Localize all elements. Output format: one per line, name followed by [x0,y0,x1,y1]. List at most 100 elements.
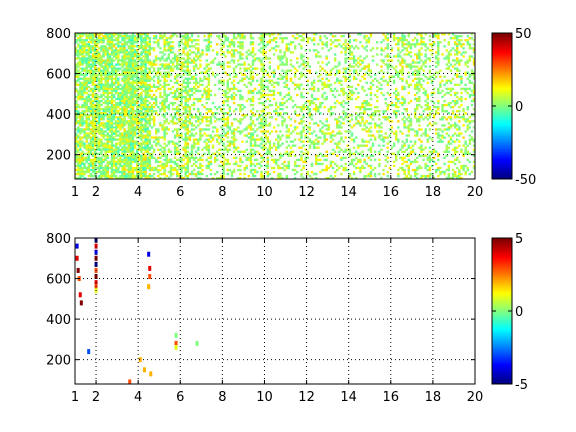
heatmap-cell [382,71,385,74]
heatmap-cell [81,103,84,107]
heatmap-cell [272,160,276,164]
heatmap-cell [199,71,202,74]
heatmap-cell [228,140,232,143]
heatmap-cell [226,118,229,121]
heatmap-cell [85,67,88,70]
heatmap-cell [197,81,200,84]
heatmap-cell [285,59,288,62]
heatmap-cell [117,53,120,56]
heatmap-cell [144,41,147,44]
heatmap-cell [363,77,366,80]
heatmap-cell [106,85,109,89]
heatmap-cell [180,160,183,164]
heatmap-cell [243,176,246,180]
heatmap-cell [241,47,244,50]
heatmap-cell [102,118,105,121]
heatmap-cell [302,73,305,76]
heatmap-cell [123,154,126,157]
heatmap-cell [247,156,251,160]
heatmap-cell [329,160,333,164]
heatmap-cell [209,172,213,176]
heatmap-cell [140,83,143,87]
heatmap-cell [146,118,149,121]
heatmap-cell [380,134,383,137]
heatmap-cell [112,35,116,38]
heatmap-cell [262,67,265,70]
heatmap-cell [165,95,168,99]
heatmap-cell [388,77,392,80]
heatmap-cell [306,79,309,82]
heatmap-cell [96,53,99,56]
heatmap-cell [136,71,139,74]
heatmap-cell [127,142,131,145]
heatmap-cell [79,35,82,38]
heatmap-cell [317,87,320,91]
heatmap-cell [232,71,236,74]
heatmap-cell [346,57,349,60]
heatmap-cell [226,136,229,139]
heatmap-cell [110,93,114,97]
heatmap-cell [106,33,109,36]
heatmap-cell [121,79,124,82]
heatmap-cell [277,158,280,162]
heatmap-cell [365,162,368,166]
heatmap-cell [232,140,236,143]
heatmap-cell [144,47,147,50]
heatmap-cell [157,136,160,139]
heatmap-cell [302,59,305,62]
heatmap-cell [96,73,99,76]
heatmap-cell [300,120,303,123]
heatmap-cell [279,138,282,141]
heatmap-cell [167,108,171,111]
heatmap-cell [148,154,152,157]
heatmap-cell [369,87,373,91]
heatmap-cell [146,152,149,155]
heatmap-cell [289,154,293,157]
heatmap-cell [96,140,99,143]
heatmap-cell [125,103,128,107]
heatmap-cell [258,122,261,125]
heatmap-cell [100,112,103,115]
heatmap-cell [140,170,143,174]
heatmap-cell [218,79,221,82]
heatmap-cell [201,116,204,119]
heatmap-cell [192,39,196,42]
heatmap-cell [91,168,95,172]
heatmap-cell [218,35,221,38]
heatmap-cell [127,45,131,48]
heatmap-cell [241,79,244,82]
heatmap-cell [123,101,126,105]
heatmap-cell [260,83,263,87]
heatmap-cell [79,71,82,74]
heatmap-cell [270,146,274,149]
heatmap-cell [190,134,194,137]
heatmap-cell [77,106,80,109]
heatmap-cell [136,65,139,68]
heatmap-cell [129,41,133,44]
heatmap-cell [352,91,356,95]
heatmap-cell [283,71,286,74]
heatmap-cell [146,126,149,129]
heatmap-cell [75,148,78,151]
heatmap-cell [186,41,189,44]
heatmap-cell [291,144,295,147]
heatmap-cell [171,166,175,170]
heatmap-cell [104,126,107,129]
heatmap-cell [247,63,251,66]
heatmap-cell [115,144,118,147]
heatmap-cell [133,49,137,52]
heatmap-cell [224,148,227,151]
heatmap-cell [186,99,189,103]
heatmap-cell [260,160,263,164]
heatmap-cell [186,73,189,76]
heatmap-cell [195,120,198,123]
heatmap-cell [171,120,175,123]
heatmap-cell [251,144,255,147]
heatmap-cell [266,130,269,133]
heatmap-cell [108,83,112,87]
heatmap-cell [232,53,236,56]
heatmap-cell [306,126,309,129]
heatmap-cell [104,156,107,160]
heatmap-cell [285,49,288,52]
heatmap-cell [262,37,265,40]
